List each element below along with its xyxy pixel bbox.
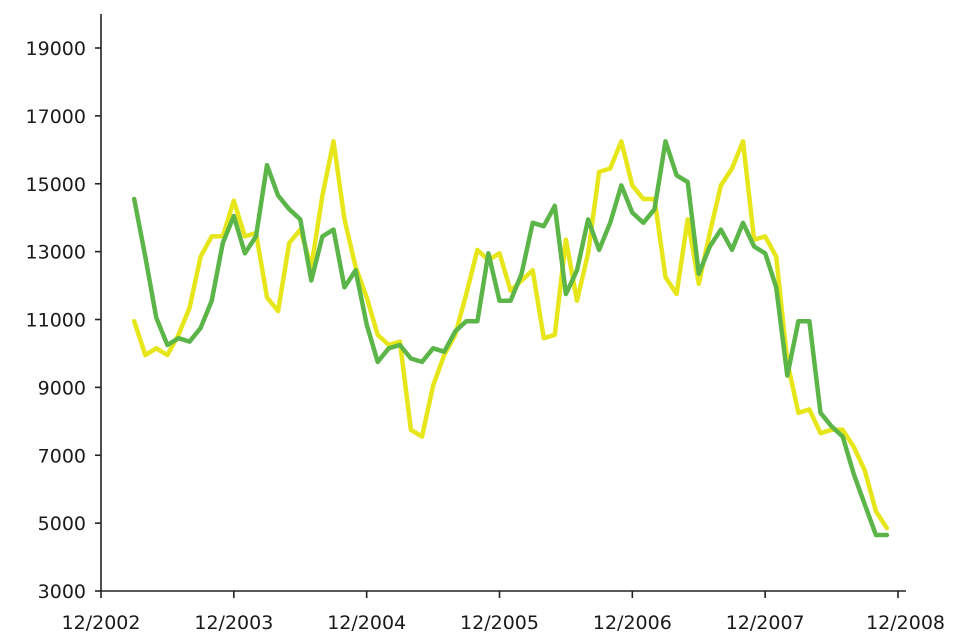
x-tick-label: 12/2004	[327, 612, 406, 634]
y-tick-label: 7000	[38, 445, 86, 467]
series-line-1	[131, 139, 890, 531]
x-tick-label: 12/2007	[726, 612, 805, 634]
x-tick-label: 12/2006	[593, 612, 672, 634]
y-tick-label: 17000	[26, 106, 86, 128]
y-axis-tick-labels: 3000 5000 7000 9000 11000 13000 15000 17000 1900…	[26, 38, 86, 603]
x-axis-tick-marks	[100, 591, 899, 598]
x-tick-label: 12/2005	[460, 612, 539, 634]
y-tick-label: 15000	[26, 174, 86, 196]
x-tick-label: 12/2003	[194, 612, 273, 634]
x-tick-label: 12/2002	[62, 612, 141, 634]
series-line-2	[131, 139, 890, 538]
x-tick-label: 12/2008	[866, 612, 945, 634]
y-axis-tick-marks	[95, 47, 101, 592]
y-tick-label: 11000	[26, 310, 86, 332]
y-tick-label: 13000	[26, 242, 86, 264]
x-axis-tick-labels: 12/2002 12/2003 12/2004 12/2005 12/2006 12/20…	[62, 612, 945, 634]
y-tick-label: 3000	[38, 581, 86, 603]
y-tick-label: 19000	[26, 38, 86, 60]
y-tick-label: 9000	[38, 377, 86, 399]
series-layer	[131, 139, 890, 538]
y-tick-label: 5000	[38, 513, 86, 535]
